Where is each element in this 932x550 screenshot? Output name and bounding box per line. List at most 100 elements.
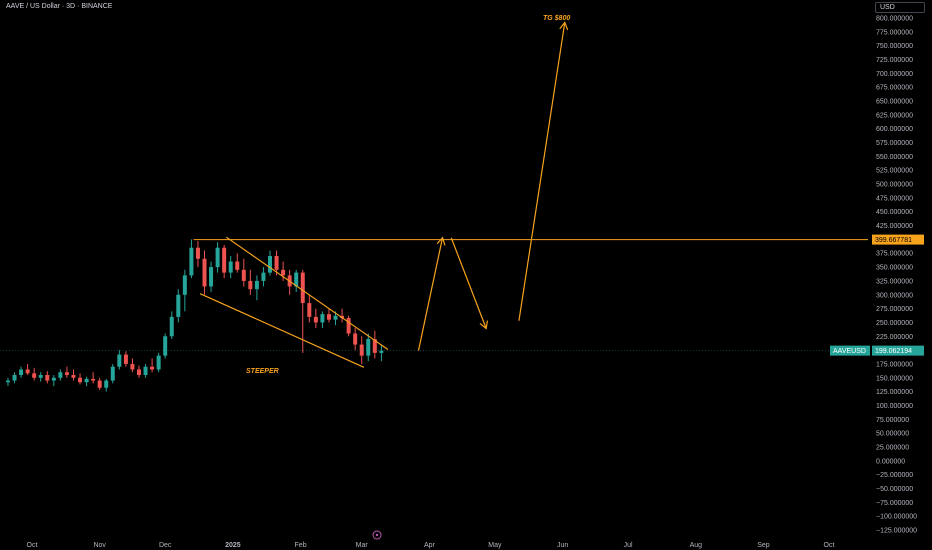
y-tick-label: −75.000000 xyxy=(876,500,913,507)
arrow-head-up xyxy=(436,236,446,246)
candle xyxy=(281,261,286,281)
candle-body xyxy=(241,269,246,281)
candle-body xyxy=(64,372,69,376)
candle xyxy=(202,250,207,295)
candle-body xyxy=(32,373,37,378)
candle-body xyxy=(307,303,312,317)
y-tick-label: 600.000000 xyxy=(876,126,913,133)
replay-marker-ring xyxy=(372,530,382,540)
symbol-tag xyxy=(830,345,870,356)
currency-button[interactable]: USD xyxy=(875,2,925,13)
time-axis: Oct Nov Dec 2025 Feb Mar Apr May Jun Jul Aug Sep Oct xyxy=(27,530,835,549)
candle-body xyxy=(281,269,286,276)
x-tick-label: Jun xyxy=(557,542,568,549)
resistance-price-tag xyxy=(872,234,924,245)
pattern-label: STEEPER xyxy=(246,368,279,375)
y-tick-label: 725.000000 xyxy=(876,57,913,64)
candle xyxy=(254,275,259,301)
candle xyxy=(326,308,331,323)
candle xyxy=(313,308,318,328)
candle-body xyxy=(209,267,214,287)
wedge-lower-line xyxy=(199,293,365,368)
y-tick-label: 425.000000 xyxy=(876,223,913,230)
candle xyxy=(320,311,325,328)
candle xyxy=(366,333,371,362)
candle-body xyxy=(38,375,43,378)
candle-body xyxy=(228,261,233,273)
y-tick-label: 100.000000 xyxy=(876,403,913,410)
candle xyxy=(379,344,384,362)
candle xyxy=(45,371,50,384)
candle-body xyxy=(5,380,10,383)
candle-body xyxy=(366,339,371,356)
y-tick-label: 225.000000 xyxy=(876,334,913,341)
candle-body xyxy=(110,366,115,381)
arrow-head-down xyxy=(479,320,488,330)
candle xyxy=(143,363,148,378)
candle xyxy=(235,253,240,273)
resistance-price-label: 399.667781 xyxy=(875,237,912,244)
y-tick-label: 700.000000 xyxy=(876,71,913,78)
candle xyxy=(84,376,89,387)
y-tick-label: 775.000000 xyxy=(876,29,913,36)
y-tick-label: 50.000000 xyxy=(876,431,909,438)
x-tick-label: Oct xyxy=(27,542,38,549)
x-tick-label: Jul xyxy=(624,542,633,549)
candle-body xyxy=(25,369,30,374)
x-tick-label: Nov xyxy=(93,542,106,549)
y-tick-label: −125.000000 xyxy=(876,528,917,535)
y-tick-label: 800.000000 xyxy=(876,16,913,23)
candle xyxy=(163,333,168,359)
candle-body xyxy=(19,369,24,376)
candle-body xyxy=(51,377,56,381)
candle-body xyxy=(78,377,83,383)
candle xyxy=(372,330,377,359)
x-tick-label: Oct xyxy=(824,542,835,549)
candle-body xyxy=(326,314,331,320)
candle-body xyxy=(353,333,358,345)
y-tick-label: 575.000000 xyxy=(876,140,913,147)
candle xyxy=(51,375,56,387)
x-tick-label: Sep xyxy=(757,542,770,549)
y-tick-label: 25.000000 xyxy=(876,444,909,451)
candle xyxy=(97,377,102,390)
candle-body xyxy=(359,344,364,356)
candle-body xyxy=(300,272,305,304)
y-tick-label: 250.000000 xyxy=(876,320,913,327)
candle-body xyxy=(274,256,279,270)
candle xyxy=(38,372,43,382)
target-label: TG $800 xyxy=(543,15,570,22)
candle-body xyxy=(97,380,102,388)
candle-body xyxy=(346,318,351,334)
candle xyxy=(346,315,351,337)
candle xyxy=(117,350,122,370)
y-tick-label: −50.000000 xyxy=(876,486,913,493)
candle-body xyxy=(340,315,345,319)
candle-body xyxy=(12,375,17,381)
x-tick-label: Aug xyxy=(690,542,703,549)
y-tick-label: −25.000000 xyxy=(876,472,913,479)
y-tick-label: 150.000000 xyxy=(876,375,913,382)
candle-body xyxy=(104,380,109,388)
candle xyxy=(182,269,187,312)
projection-leg-up xyxy=(417,237,444,351)
y-tick-label: −100.000000 xyxy=(876,514,917,521)
candle-body xyxy=(163,336,168,356)
y-tick-label: 550.000000 xyxy=(876,154,913,161)
drawings-layer: STEEPER TG $800 xyxy=(0,15,868,375)
candle-body xyxy=(261,272,266,281)
candle xyxy=(274,250,279,276)
y-tick-label: 450.000000 xyxy=(876,209,913,216)
x-tick-label: Dec xyxy=(159,542,172,549)
candle-body xyxy=(156,355,161,370)
candle xyxy=(228,256,233,279)
candle xyxy=(261,267,266,287)
candle-body xyxy=(136,369,141,376)
candle-body xyxy=(268,256,273,273)
candle-body xyxy=(215,247,220,268)
candle xyxy=(294,269,299,292)
candle xyxy=(169,311,174,340)
candle-body xyxy=(372,339,377,353)
candle-body xyxy=(222,247,227,273)
